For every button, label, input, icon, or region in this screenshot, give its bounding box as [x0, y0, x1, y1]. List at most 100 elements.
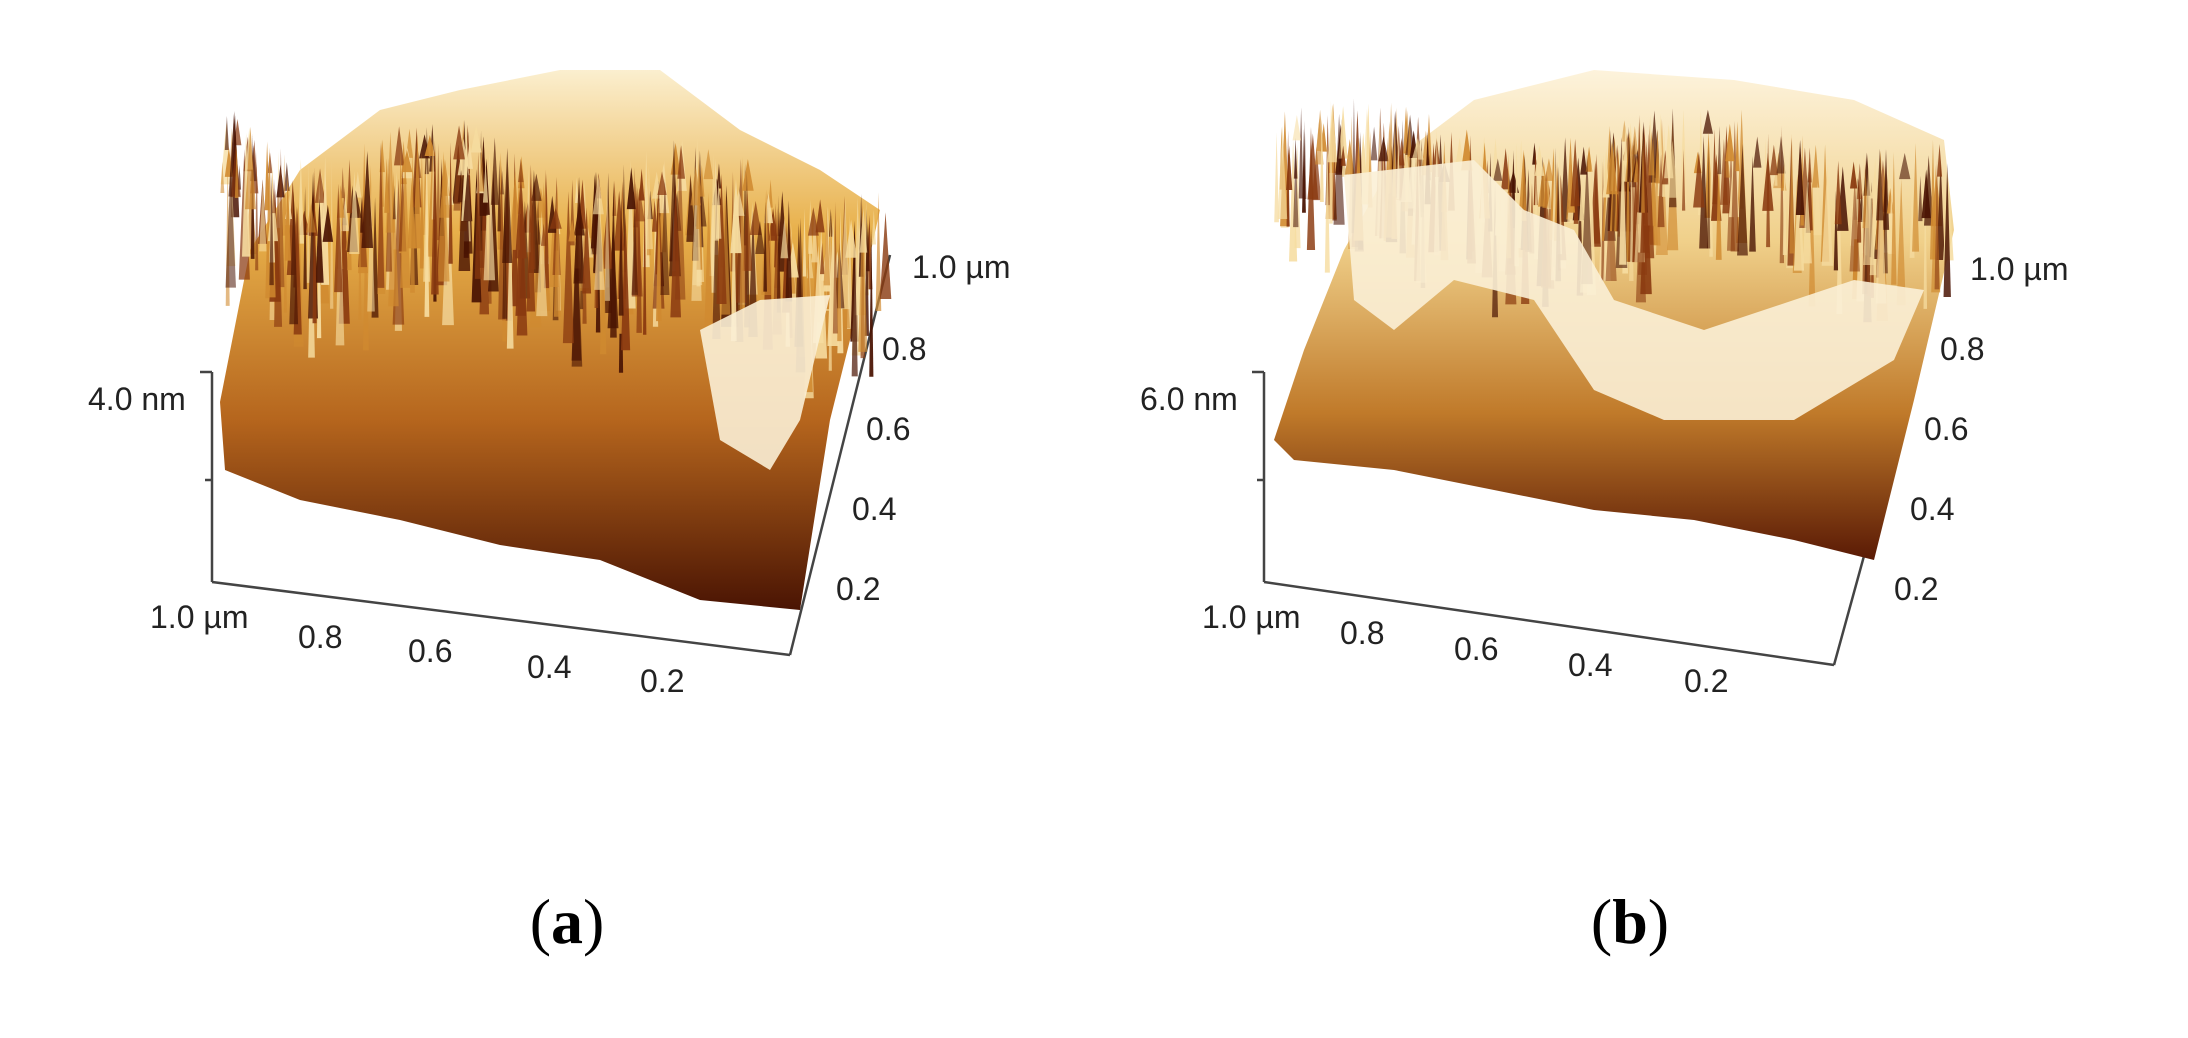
surf-a-spike	[453, 125, 465, 160]
surf-a-spike	[699, 164, 705, 197]
surf-b-spike	[1802, 181, 1812, 264]
surf-a-spike	[244, 126, 256, 210]
surf-a-spike	[574, 201, 585, 236]
surf-a-spike	[502, 188, 508, 319]
surf-a-spike	[677, 145, 686, 179]
surf-b-spike	[1693, 151, 1705, 208]
surf-a-spike	[470, 125, 482, 153]
surf-a-spike	[367, 185, 375, 312]
surf-a-spike	[448, 142, 453, 264]
surf-a-spike	[582, 207, 592, 294]
surf-a-spike	[400, 156, 411, 288]
surf-a-spike	[497, 159, 502, 232]
x-tick-a-3: 0.4	[527, 649, 571, 685]
y-tick-a-3: 0.4	[852, 491, 896, 527]
surf-b-spike	[1735, 121, 1740, 172]
surf-b-spike	[1836, 181, 1843, 314]
surf-a-spike	[858, 200, 868, 352]
surf-b-spike	[1857, 180, 1862, 243]
surf-b-spike	[1934, 158, 1940, 290]
surf-b-spike	[1863, 155, 1875, 265]
surf-a-spike	[656, 194, 662, 322]
surf-b-spike	[1717, 125, 1722, 175]
surf-a-spike	[543, 173, 550, 289]
surf-b-spike	[1327, 104, 1338, 163]
surf-a-spike	[424, 134, 436, 156]
surf-b-spike	[1579, 177, 1584, 222]
surf-b-spike	[1648, 131, 1655, 176]
surf-a-spike	[341, 195, 350, 232]
surf-b-spike	[1793, 161, 1805, 271]
surf-a-spike	[875, 192, 882, 311]
surf-a-spike	[224, 116, 229, 150]
surf-b-spike	[1640, 127, 1645, 213]
surf-a-spike	[780, 218, 789, 259]
surf-b-spike	[1302, 128, 1306, 213]
surf-b-spike	[1640, 125, 1649, 253]
surface-a	[220, 70, 892, 610]
surf-a-spike	[234, 145, 239, 198]
surf-b-spike	[1699, 135, 1709, 249]
surf-a-spike	[306, 203, 316, 233]
surf-a-spike	[859, 208, 868, 253]
surf-a-spike	[388, 171, 399, 307]
y-tick-a-4: 0.2	[836, 571, 880, 607]
surf-b-spike	[1899, 152, 1911, 180]
surf-a-spike	[457, 169, 465, 203]
surf-a-spike	[660, 179, 670, 295]
surf-a-spike	[657, 171, 667, 196]
surf-b-spike	[1833, 190, 1839, 271]
surf-b-spike	[1891, 151, 1897, 285]
surf-b-spike	[1912, 143, 1920, 252]
surf-a-spike	[553, 185, 561, 317]
surf-a-spike	[359, 196, 364, 233]
surf-a-spike	[840, 198, 850, 310]
surf-b-spike	[1730, 120, 1740, 252]
surf-a-spike	[516, 190, 528, 336]
surf-a-spike	[866, 222, 870, 272]
panel-caption-a: (a)	[529, 886, 605, 957]
surf-a-spike	[686, 174, 696, 242]
surf-b-spike	[1319, 116, 1324, 203]
surf-b-spike	[1570, 138, 1580, 207]
surf-b-spike	[1875, 163, 1887, 304]
surf-b-spike	[1712, 129, 1717, 205]
surf-a-spike	[592, 175, 604, 215]
surf-b-spike	[1593, 153, 1601, 244]
surf-a-spike	[739, 156, 746, 310]
surf-a-spike	[413, 135, 422, 249]
surf-b-spike	[1655, 130, 1660, 184]
surf-a-spike	[384, 158, 390, 213]
surf-a-spike	[346, 159, 353, 213]
surf-b-spike	[1274, 132, 1279, 223]
surf-b-spike	[1715, 153, 1722, 260]
surf-b-spike	[1849, 176, 1860, 272]
surf-a-spike	[571, 220, 582, 361]
surf-a-spike	[742, 159, 754, 191]
surf-a-spike	[845, 219, 857, 258]
surf-a-spike	[704, 192, 713, 329]
surf-a-spike	[562, 191, 574, 344]
surf-b-spike	[1501, 148, 1511, 190]
axes-frame-a	[210, 254, 892, 657]
y-tick-b-4: 0.2	[1894, 571, 1938, 607]
surf-a-spike	[220, 161, 225, 193]
surf-b-spike	[1370, 126, 1378, 161]
surf-b-spike	[1795, 139, 1805, 215]
surf-b-spike	[1749, 155, 1756, 252]
surf-a-spike	[823, 208, 831, 286]
surf-a-spike	[715, 179, 722, 239]
surf-a-spike	[289, 191, 299, 325]
surf-a-spike	[869, 227, 874, 377]
surf-b-spike	[1534, 145, 1545, 176]
surf-b-spike	[1293, 149, 1299, 228]
surf-b-spike	[1850, 161, 1858, 189]
surf-a-spike	[604, 177, 611, 301]
surf-b-spike	[1333, 113, 1345, 225]
surf-a-plateau	[700, 295, 830, 470]
surf-a-spike	[820, 242, 825, 275]
surf-a-spike	[703, 149, 714, 180]
surf-a-spike	[361, 150, 374, 249]
surf-a-spike	[549, 207, 562, 229]
